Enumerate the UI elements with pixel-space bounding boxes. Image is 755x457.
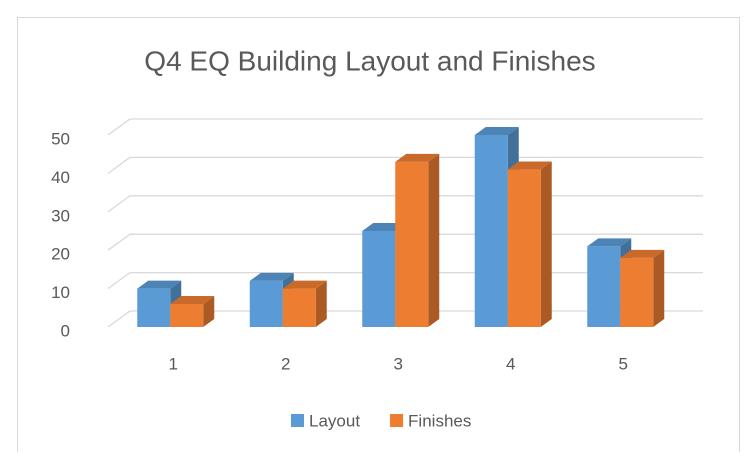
bar	[137, 288, 171, 327]
bar	[474, 135, 508, 327]
y-tick-label: 10	[51, 283, 70, 302]
bar-side	[653, 249, 665, 327]
bar	[282, 288, 316, 327]
bar	[395, 161, 429, 327]
bar-top	[507, 161, 552, 170]
bar-top	[620, 249, 665, 258]
bar-side	[540, 161, 552, 327]
x-tick-label: 4	[506, 354, 515, 373]
bar-top	[170, 295, 215, 304]
legend-label: Finishes	[408, 411, 471, 430]
bar	[620, 257, 654, 327]
bar	[170, 303, 204, 327]
x-tick-label: 3	[394, 354, 403, 373]
bar-top	[587, 238, 632, 247]
bar-top	[249, 272, 294, 281]
x-tick-label: 1	[169, 354, 178, 373]
bar	[587, 246, 621, 327]
y-tick-label: 0	[61, 321, 70, 340]
y-tick-label: 40	[51, 168, 70, 187]
x-tick-label: 2	[281, 354, 290, 373]
y-tick-label: 20	[51, 245, 70, 264]
legend-swatch	[390, 414, 404, 427]
bar-top	[282, 280, 327, 289]
bar	[362, 231, 396, 327]
y-tick-label: 30	[51, 206, 70, 225]
bar-top	[395, 153, 440, 162]
bar	[507, 169, 541, 327]
bar-side	[428, 153, 440, 327]
bar	[249, 280, 283, 327]
legend-swatch	[291, 414, 304, 427]
chart-title: Q4 EQ Building Layout and Finishes	[144, 45, 595, 76]
grid-line	[107, 118, 703, 136]
bar-side	[315, 280, 327, 327]
bar-top	[137, 280, 182, 289]
bar-top	[474, 127, 519, 135]
y-tick-label: 50	[51, 129, 70, 148]
x-tick-label: 5	[619, 354, 628, 373]
legend-label: Layout	[309, 411, 360, 430]
bar-side	[203, 295, 215, 327]
